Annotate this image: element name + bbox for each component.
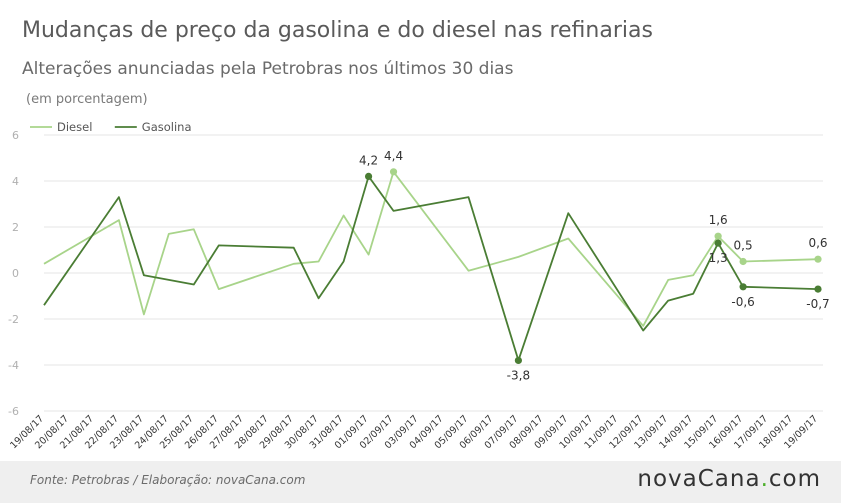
data-point-marker [814,285,822,293]
data-label: -0,7 [806,297,829,311]
y-tick-label: 0 [12,267,19,280]
unit-label: (em porcentagem) [26,92,148,107]
brand-logo: novaCana.com [637,466,821,492]
data-label: -3,8 [507,368,530,382]
y-tick-label: -4 [8,359,19,372]
data-point-marker [714,239,722,247]
brand-name: novaCana [637,466,761,492]
brand-tld: com [768,466,821,492]
legend-label-gasolina: Gasolina [142,120,192,134]
chart-subtitle: Alterações anunciadas pela Petrobras nos… [22,59,514,79]
brand-dot: . [760,466,769,492]
data-point-marker [389,168,398,176]
data-point-marker [514,356,522,364]
data-point-marker [714,232,722,240]
data-label: 1,6 [709,213,728,227]
data-label: 0,5 [734,239,753,253]
series-line-diesel [43,170,819,327]
data-point-marker [364,172,373,180]
y-tick-label: 6 [12,129,19,142]
data-label: -0,6 [731,295,754,309]
data-point-marker [739,283,747,291]
data-label: 0,6 [808,236,827,250]
line-chart: -6-4-2024619/08/1720/08/1721/08/1722/08/… [8,120,830,451]
legend-label-diesel: Diesel [57,120,92,134]
chart-title: Mudanças de preço da gasolina e do diese… [22,18,653,43]
y-tick-label: -2 [8,313,19,326]
data-label: 1,3 [709,251,728,265]
y-tick-label: 4 [12,175,19,188]
y-tick-label: 2 [12,221,19,234]
data-label: 4,2 [359,153,378,167]
data-point-marker [814,255,822,263]
data-point-marker [739,257,747,266]
source-note: Fonte: Petrobras / Elaboração: novaCana.… [30,473,306,487]
data-label: 4,4 [384,149,403,163]
y-tick-label: -6 [8,405,19,418]
series-line-gasolina [43,175,819,362]
footer-bar: Fonte: Petrobras / Elaboração: novaCana.… [0,461,841,503]
